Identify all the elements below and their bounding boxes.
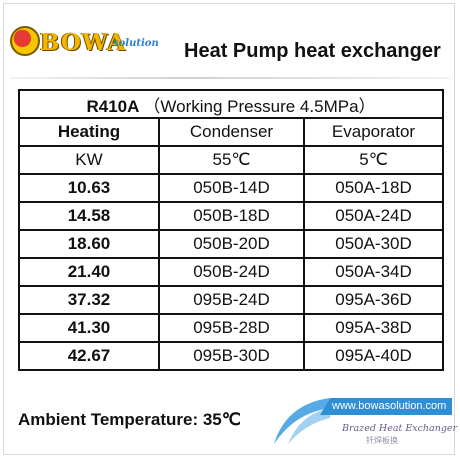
title-divider xyxy=(10,77,450,79)
evaporator-cell: 095A-36D xyxy=(302,285,445,315)
refrigerant-label: R410A xyxy=(86,96,140,116)
heating-cell: 10.63 xyxy=(18,173,160,203)
table-row: 21.40 050B-24D 050A-34D xyxy=(18,257,445,287)
pressure-note: （Working Pressure 4.5MPa） xyxy=(143,96,376,116)
header-condenser: Condenser xyxy=(158,117,305,147)
spec-table: R410A （Working Pressure 4.5MPa） Heating C… xyxy=(17,89,445,371)
condenser-cell: 050B-14D xyxy=(158,173,305,203)
evaporator-cell: 095A-40D xyxy=(302,341,445,371)
evaporator-cell: 050A-18D xyxy=(302,173,445,203)
heating-cell: 21.40 xyxy=(18,257,160,287)
unit-evaporator: 5℃ xyxy=(302,145,445,175)
header-heating: Heating xyxy=(18,117,160,147)
bowa-logo: BOWA solution xyxy=(10,22,162,56)
table-row: 42.67 095B-30D 095A-40D xyxy=(18,341,445,371)
heating-cell: 42.67 xyxy=(18,341,160,371)
condenser-cell: 050B-20D xyxy=(158,229,305,259)
heating-cell: 37.32 xyxy=(18,285,160,315)
table-units-row: KW 55℃ 5℃ xyxy=(18,145,445,175)
url-band xyxy=(320,398,452,415)
heating-cell: 18.60 xyxy=(18,229,160,259)
evaporator-cell: 050A-34D xyxy=(302,257,445,287)
logo-brand: BOWA xyxy=(40,29,127,56)
condenser-cell: 095B-24D xyxy=(158,285,305,315)
table-row: 14.58 050B-18D 050A-24D xyxy=(18,201,445,231)
swoosh-decoration-icon xyxy=(274,398,330,444)
product-name-en: Brazed Heat Exchanger xyxy=(342,423,458,434)
table-row: 18.60 050B-20D 050A-30D xyxy=(18,229,445,259)
heating-cell: 14.58 xyxy=(18,201,160,231)
unit-condenser: 55℃ xyxy=(158,145,305,175)
condenser-cell: 050B-18D xyxy=(158,201,305,231)
condenser-cell: 095B-30D xyxy=(158,341,305,371)
image-frame xyxy=(3,3,455,455)
header-evaporator: Evaporator xyxy=(302,117,445,147)
condenser-cell: 095B-28D xyxy=(158,313,305,343)
evaporator-cell: 050A-24D xyxy=(302,201,445,231)
condenser-cell: 050B-24D xyxy=(158,257,305,287)
website-url: www.bowasolution.com xyxy=(332,400,447,412)
table-title-row: R410A （Working Pressure 4.5MPa） xyxy=(17,89,445,119)
product-name-cn: 钎焊板换 xyxy=(366,436,398,445)
table-header-row: Heating Condenser Evaporator xyxy=(18,117,445,147)
unit-heating: KW xyxy=(18,145,160,175)
ambient-temperature: Ambient Temperature: 35℃ xyxy=(18,410,241,429)
table-row: 37.32 095B-24D 095A-36D xyxy=(18,285,445,315)
table-title-cell: R410A （Working Pressure 4.5MPa） xyxy=(17,89,445,119)
logo-badge-icon xyxy=(10,26,40,56)
page-title: Heat Pump heat exchanger xyxy=(184,40,441,62)
logo-sub: solution xyxy=(113,38,159,49)
evaporator-cell: 050A-30D xyxy=(302,229,445,259)
table-row: 41.30 095B-28D 095A-38D xyxy=(18,313,445,343)
heating-cell: 41.30 xyxy=(18,313,160,343)
table-row: 10.63 050B-14D 050A-18D xyxy=(18,173,445,203)
evaporator-cell: 095A-38D xyxy=(302,313,445,343)
